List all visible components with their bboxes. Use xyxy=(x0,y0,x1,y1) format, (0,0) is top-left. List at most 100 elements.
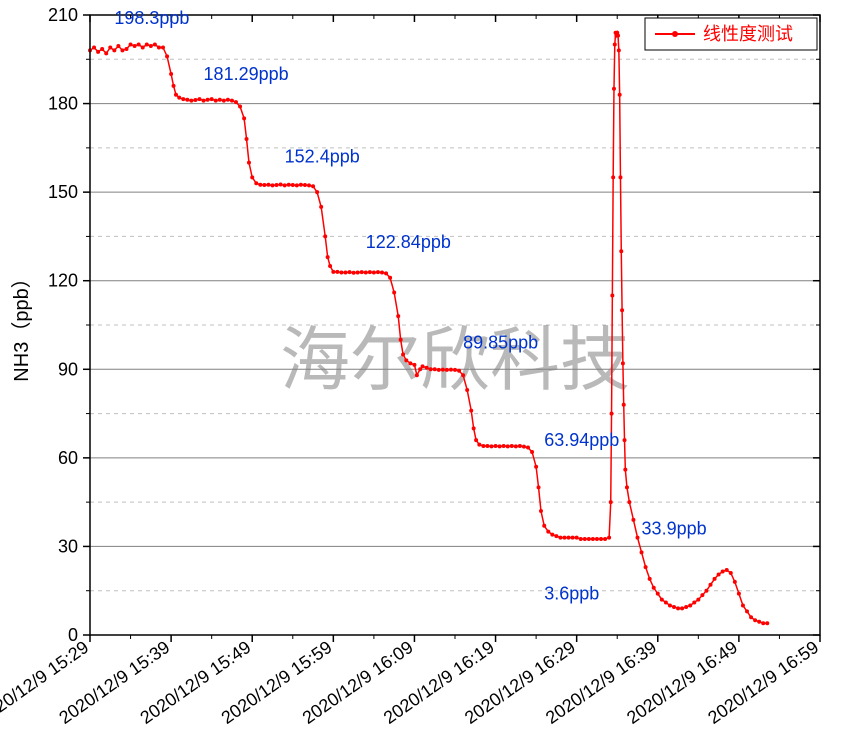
data-marker xyxy=(599,537,603,541)
data-marker xyxy=(660,598,664,602)
data-marker xyxy=(583,537,587,541)
data-marker xyxy=(680,606,684,610)
data-marker xyxy=(761,621,765,625)
data-marker xyxy=(258,183,262,187)
data-marker xyxy=(672,605,676,609)
data-marker xyxy=(141,45,145,49)
watermark-text: 海尔欣科技 xyxy=(280,323,630,400)
data-marker xyxy=(348,270,352,274)
data-marker xyxy=(226,98,230,102)
data-marker xyxy=(421,364,425,368)
data-marker xyxy=(245,137,249,141)
data-marker xyxy=(610,412,614,416)
data-marker xyxy=(238,105,242,109)
data-marker xyxy=(490,444,494,448)
data-marker xyxy=(688,603,692,607)
data-marker xyxy=(644,565,648,569)
data-marker xyxy=(623,438,627,442)
data-marker xyxy=(502,444,506,448)
data-marker xyxy=(765,621,769,625)
data-marker xyxy=(514,444,518,448)
data-marker xyxy=(733,580,737,584)
data-marker xyxy=(328,264,332,268)
chart-container: 海尔欣科技0306090120150180210NH3（ppb）2020/12/… xyxy=(0,0,847,739)
data-marker xyxy=(749,615,753,619)
data-marker xyxy=(595,537,599,541)
data-marker xyxy=(625,485,629,489)
data-marker xyxy=(157,45,161,49)
data-marker xyxy=(247,161,251,165)
data-marker xyxy=(250,175,254,179)
legend-marker xyxy=(672,31,678,37)
data-marker xyxy=(112,48,116,52)
data-marker xyxy=(441,368,445,372)
data-marker xyxy=(636,536,640,540)
data-marker xyxy=(234,100,238,104)
data-marker xyxy=(481,444,485,448)
data-marker xyxy=(161,45,165,49)
data-marker xyxy=(717,572,721,576)
annotation-label: 3.6ppb xyxy=(544,584,599,604)
data-marker xyxy=(449,368,453,372)
data-marker xyxy=(210,97,214,101)
data-marker xyxy=(137,43,141,47)
data-marker xyxy=(457,369,461,373)
data-marker xyxy=(404,358,408,362)
data-marker xyxy=(275,183,279,187)
data-marker xyxy=(242,116,246,120)
data-marker xyxy=(737,592,741,596)
data-marker xyxy=(266,183,270,187)
y-tick-label: 120 xyxy=(48,271,78,291)
data-marker xyxy=(522,445,526,449)
data-marker xyxy=(676,606,680,610)
y-tick-label: 90 xyxy=(58,359,78,379)
y-axis-label: NH3（ppb） xyxy=(10,268,33,381)
data-marker xyxy=(412,363,416,367)
data-marker xyxy=(149,44,153,48)
data-marker xyxy=(177,96,181,100)
data-marker xyxy=(315,190,319,194)
data-marker xyxy=(335,270,339,274)
data-marker xyxy=(319,205,323,209)
data-marker xyxy=(372,270,376,274)
data-marker xyxy=(133,44,137,48)
data-marker xyxy=(692,601,696,605)
data-marker xyxy=(485,444,489,448)
data-marker xyxy=(181,97,185,101)
data-marker xyxy=(510,444,514,448)
y-tick-label: 210 xyxy=(48,5,78,25)
annotation-label: 181.29ppb xyxy=(204,64,289,84)
data-marker xyxy=(392,291,396,295)
data-marker xyxy=(550,533,554,537)
data-marker xyxy=(254,181,258,185)
data-marker xyxy=(380,270,384,274)
data-marker xyxy=(193,98,197,102)
data-marker xyxy=(172,84,176,88)
data-marker xyxy=(165,54,169,58)
data-marker xyxy=(116,44,120,48)
data-marker xyxy=(291,183,295,187)
data-marker xyxy=(554,534,558,538)
data-marker xyxy=(425,366,429,370)
data-marker xyxy=(108,45,112,49)
data-marker xyxy=(652,586,656,590)
data-marker xyxy=(283,183,287,187)
data-marker xyxy=(279,182,283,186)
line-chart: 海尔欣科技0306090120150180210NH3（ppb）2020/12/… xyxy=(0,0,847,739)
data-marker xyxy=(326,255,330,259)
data-marker xyxy=(713,577,717,581)
data-marker xyxy=(339,270,343,274)
data-marker xyxy=(388,276,392,280)
data-marker xyxy=(453,368,457,372)
y-tick-label: 30 xyxy=(58,536,78,556)
data-marker xyxy=(218,98,222,102)
data-marker xyxy=(311,184,315,188)
data-marker xyxy=(607,536,611,540)
data-marker xyxy=(364,270,368,274)
data-marker xyxy=(567,536,571,540)
data-marker xyxy=(587,537,591,541)
data-marker xyxy=(360,270,364,274)
data-marker xyxy=(125,47,129,51)
data-marker xyxy=(575,536,579,540)
data-marker xyxy=(472,426,476,430)
